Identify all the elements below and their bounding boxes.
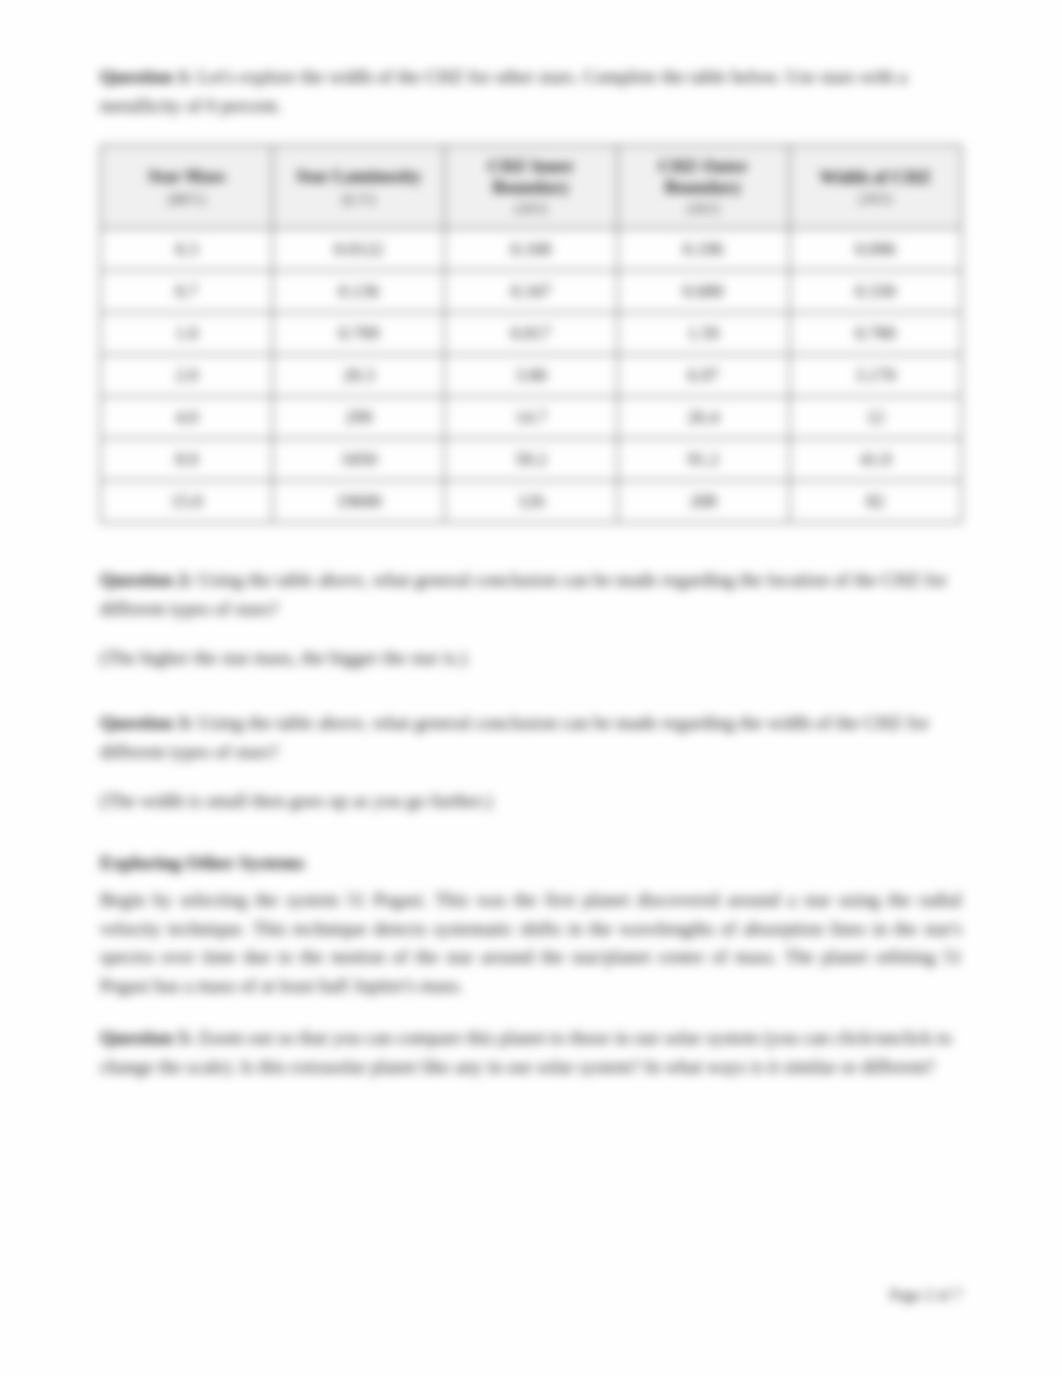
table-cell: 1.0 bbox=[101, 313, 273, 355]
table-row: 8.0345050.291.241.0 bbox=[101, 439, 962, 481]
chz-table: Star Mass(M☉)Star Luminosity(L☉)CHZ Inne… bbox=[100, 145, 962, 523]
table-cell: 0.0122 bbox=[273, 229, 445, 271]
table-cell: 50.2 bbox=[445, 439, 617, 481]
table-cell: 8.0 bbox=[101, 439, 273, 481]
table-cell: 4.0 bbox=[101, 397, 273, 439]
question-1: Question 1: Let's explore the width of t… bbox=[100, 64, 962, 121]
table-row: 0.70.1360.3470.6800.330 bbox=[101, 271, 962, 313]
table-cell: 0.3 bbox=[101, 229, 273, 271]
table-cell: 0.136 bbox=[273, 271, 445, 313]
table-row: 15.01960012620882 bbox=[101, 481, 962, 523]
table-cell: 0.330 bbox=[789, 271, 961, 313]
table-cell: 20.3 bbox=[273, 355, 445, 397]
table-header: Star Mass(M☉) bbox=[101, 146, 273, 229]
table-cell: 0.709 bbox=[273, 313, 445, 355]
table-cell: 12 bbox=[789, 397, 961, 439]
table-cell: 91.2 bbox=[617, 439, 789, 481]
table-cell: 299 bbox=[273, 397, 445, 439]
table-cell: 0.680 bbox=[617, 271, 789, 313]
table-cell: 15.0 bbox=[101, 481, 273, 523]
table-header: Star Luminosity(L☉) bbox=[273, 146, 445, 229]
question-3: Question 3: Using the table above, what … bbox=[100, 710, 962, 767]
table-cell: 14.7 bbox=[445, 397, 617, 439]
table-row: 1.00.7090.8171.590.780 bbox=[101, 313, 962, 355]
question-1-text: Let's explore the width of the CHZ for o… bbox=[100, 67, 907, 117]
intro-paragraph: Begin by selecting the system 51 Pegasi.… bbox=[100, 887, 962, 1001]
question-1-label: Question 1: bbox=[100, 67, 193, 88]
table-cell: 126 bbox=[445, 481, 617, 523]
table-row: 4.029914.726.412 bbox=[101, 397, 962, 439]
table-cell: 0.347 bbox=[445, 271, 617, 313]
table-row: 2.020.33.806.973.170 bbox=[101, 355, 962, 397]
table-cell: 208 bbox=[617, 481, 789, 523]
question-3-text: Using the table above, what general conc… bbox=[100, 713, 929, 763]
table-cell: 0.196 bbox=[617, 229, 789, 271]
answer-2: (The higher the star mass, the bigger th… bbox=[100, 648, 962, 670]
table-cell: 3.170 bbox=[789, 355, 961, 397]
table-header: CHZ Inner Boundary(AU) bbox=[445, 146, 617, 229]
table-cell: 82 bbox=[789, 481, 961, 523]
table-header: Width of CHZ(AU) bbox=[789, 146, 961, 229]
question-5-label: Question 5: bbox=[100, 1028, 193, 1049]
question-2-text: Using the table above, what general conc… bbox=[100, 570, 947, 620]
table-cell: 0.817 bbox=[445, 313, 617, 355]
question-2-label: Question 2: bbox=[100, 570, 193, 591]
table-row: 0.30.01220.1000.1960.096 bbox=[101, 229, 962, 271]
table-cell: 3.80 bbox=[445, 355, 617, 397]
table-cell: 19600 bbox=[273, 481, 445, 523]
table-cell: 41.0 bbox=[789, 439, 961, 481]
answer-3: (The width is small then goes up as you … bbox=[100, 791, 962, 813]
table-cell: 26.4 bbox=[617, 397, 789, 439]
section-heading: Exploring Other Systems bbox=[100, 853, 962, 875]
table-cell: 3450 bbox=[273, 439, 445, 481]
table-header: CHZ Outer Boundary(AU) bbox=[617, 146, 789, 229]
question-5: Question 5: Zoom out so that you can com… bbox=[100, 1025, 962, 1082]
question-2: Question 2: Using the table above, what … bbox=[100, 567, 962, 624]
table-cell: 0.100 bbox=[445, 229, 617, 271]
table-cell: 2.0 bbox=[101, 355, 273, 397]
table-cell: 0.780 bbox=[789, 313, 961, 355]
table-cell: 6.97 bbox=[617, 355, 789, 397]
table-cell: 0.096 bbox=[789, 229, 961, 271]
question-5-text: Zoom out so that you can compare this pl… bbox=[100, 1028, 952, 1078]
question-3-label: Question 3: bbox=[100, 713, 193, 734]
table-cell: 0.7 bbox=[101, 271, 273, 313]
table-cell: 1.59 bbox=[617, 313, 789, 355]
page-footer: Page 2 of 7 bbox=[890, 1287, 962, 1305]
